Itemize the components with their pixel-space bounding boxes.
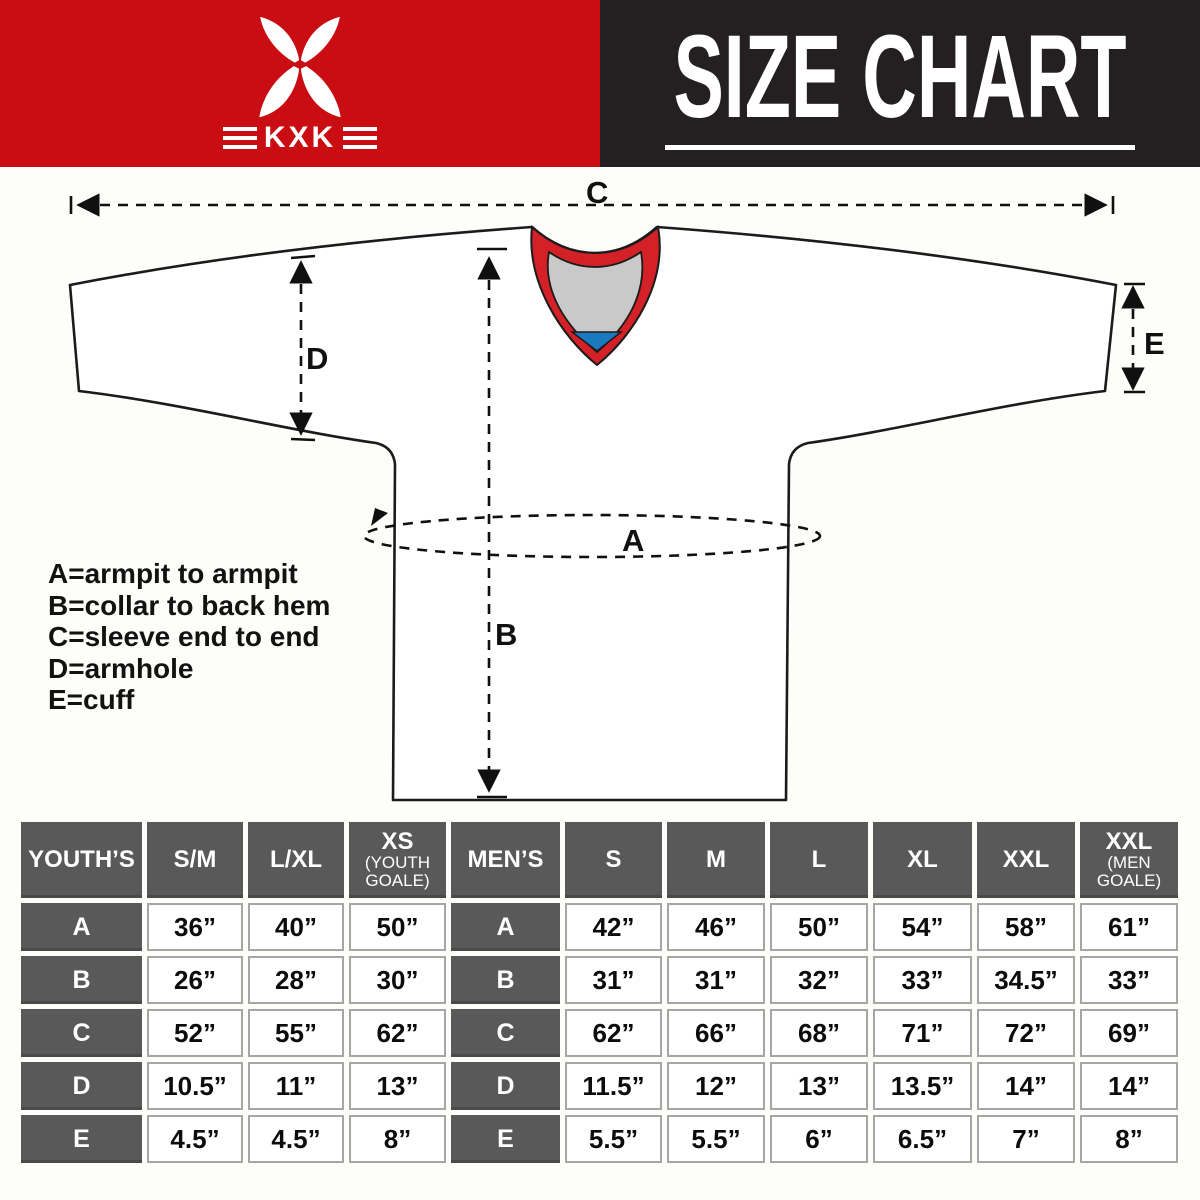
title-underline: [665, 144, 1135, 150]
d-tick-bottom: [290, 437, 316, 442]
dim-label-b: B: [495, 617, 517, 652]
table-cell: 30”: [349, 956, 446, 1004]
table-cell: 68”: [770, 1009, 868, 1057]
brand-logo-text: KXK: [263, 120, 337, 154]
dim-label-c: C: [586, 175, 608, 210]
table-cell: 8”: [349, 1115, 446, 1163]
table-cell: 69”: [1080, 1009, 1178, 1057]
legend-line-e: E=cuff: [48, 684, 135, 715]
table-cell: 12”: [667, 1062, 765, 1110]
table-cell: 72”: [977, 1009, 1075, 1057]
column-header-xxl-men-goalie: XXL (MEN GOALE): [1080, 822, 1178, 898]
dim-label-a: A: [622, 523, 644, 558]
youth-row-label-e: E: [21, 1115, 142, 1163]
table-cell: 31”: [667, 956, 765, 1004]
table-cell: 34.5”: [977, 956, 1075, 1004]
table-cell: 14”: [1080, 1062, 1178, 1110]
table-cell: 55”: [248, 1009, 344, 1057]
table-cell: 6.5”: [873, 1115, 972, 1163]
logo-bars-right-icon: [343, 126, 378, 149]
column-header-xl: XL: [873, 822, 972, 898]
men-row-label-b: B: [451, 956, 560, 1004]
table-cell: 31”: [565, 956, 662, 1004]
goalie-size-name: XXL: [1105, 827, 1153, 855]
kxk-butterfly-logo-icon: [259, 16, 341, 117]
youth-row-label-b: B: [21, 956, 142, 1004]
men-row-label-e: E: [451, 1115, 560, 1163]
column-header-l: L: [770, 822, 868, 898]
table-cell: 54”: [873, 903, 972, 951]
table-cell: 50”: [349, 903, 446, 951]
table-cell: 52”: [147, 1009, 243, 1057]
column-header-sm: S/M: [147, 822, 243, 898]
table-cell: 50”: [770, 903, 868, 951]
legend-line-b: B=collar to back hem: [48, 589, 331, 621]
table-cell: 5.5”: [667, 1115, 765, 1163]
table-cell: 36”: [147, 903, 243, 951]
measurement-legend: A=armpit to armpit B=collar to back hem …: [48, 558, 330, 716]
table-cell: 4.5”: [147, 1115, 243, 1163]
dim-label-e: E: [1144, 326, 1165, 361]
table-cell: 61”: [1080, 903, 1178, 951]
legend-line-c: C=sleeve end to end: [48, 621, 320, 652]
column-header-xs-youth-goalie: XS (YOUTH GOALE): [349, 822, 446, 898]
column-header-lxl: L/XL: [248, 822, 344, 898]
collar-inner: [547, 250, 644, 354]
brand-logo-row: KXK: [222, 120, 378, 154]
table-cell: 13”: [770, 1062, 868, 1110]
youth-row-label-c: C: [21, 1009, 142, 1057]
collar-insert: [569, 331, 624, 352]
dim-line-a: [362, 513, 822, 559]
title-header: SIZE CHART: [600, 0, 1200, 167]
men-row-label-c: C: [451, 1009, 560, 1057]
table-cell: 42”: [565, 903, 662, 951]
table-cell: 7”: [977, 1115, 1075, 1163]
table-cell: 71”: [873, 1009, 972, 1057]
table-cell: 13”: [349, 1062, 446, 1110]
table-cell: 58”: [977, 903, 1075, 951]
collar-trim: [530, 224, 661, 367]
men-table-title: MEN’S: [451, 822, 560, 898]
table-cell: 5.5”: [565, 1115, 662, 1163]
page-title: SIZE CHART: [673, 10, 1127, 143]
goalie-size-name: XS: [381, 827, 414, 855]
table-cell: 66”: [667, 1009, 765, 1057]
table-cell: 8”: [1080, 1115, 1178, 1163]
size-table: YOUTH’S S/M L/XL XS (YOUTH GOALE) MEN’S …: [21, 822, 1178, 1163]
youth-row-label-d: D: [21, 1062, 142, 1110]
column-header-m: M: [667, 822, 765, 898]
table-cell: 28”: [248, 956, 344, 1004]
table-cell: 33”: [873, 956, 972, 1004]
table-cell: 32”: [770, 956, 868, 1004]
a-arrowhead: [371, 508, 388, 526]
legend-line-a: A=armpit to armpit: [48, 558, 298, 589]
youth-table-title: YOUTH’S: [21, 822, 142, 898]
legend-line-d: D=armhole: [48, 652, 194, 684]
table-cell: 26”: [147, 956, 243, 1004]
table-cell: 4.5”: [248, 1115, 344, 1163]
table-cell: 40”: [248, 903, 344, 951]
brand-header: KXK: [0, 0, 600, 167]
logo-bars-left-icon: [222, 126, 257, 149]
table-cell: 62”: [565, 1009, 662, 1057]
goalie-size-note: (MEN GOALE): [1096, 852, 1162, 890]
men-row-label-a: A: [451, 903, 560, 951]
table-cell: 6”: [770, 1115, 868, 1163]
column-header-s: S: [565, 822, 662, 898]
table-cell: 62”: [349, 1009, 446, 1057]
table-cell: 10.5”: [147, 1062, 243, 1110]
table-cell: 46”: [667, 903, 765, 951]
table-cell: 13.5”: [873, 1062, 972, 1110]
d-tick-top: [290, 254, 316, 260]
goalie-size-note: (YOUTH GOALE): [364, 852, 431, 890]
table-cell: 33”: [1080, 956, 1178, 1004]
youth-row-label-a: A: [21, 903, 142, 951]
table-cell: 11”: [248, 1062, 344, 1110]
men-row-label-d: D: [451, 1062, 560, 1110]
column-header-xxl: XXL: [977, 822, 1075, 898]
table-cell: 14”: [977, 1062, 1075, 1110]
table-cell: 11.5”: [565, 1062, 662, 1110]
dim-label-d: D: [306, 341, 328, 376]
